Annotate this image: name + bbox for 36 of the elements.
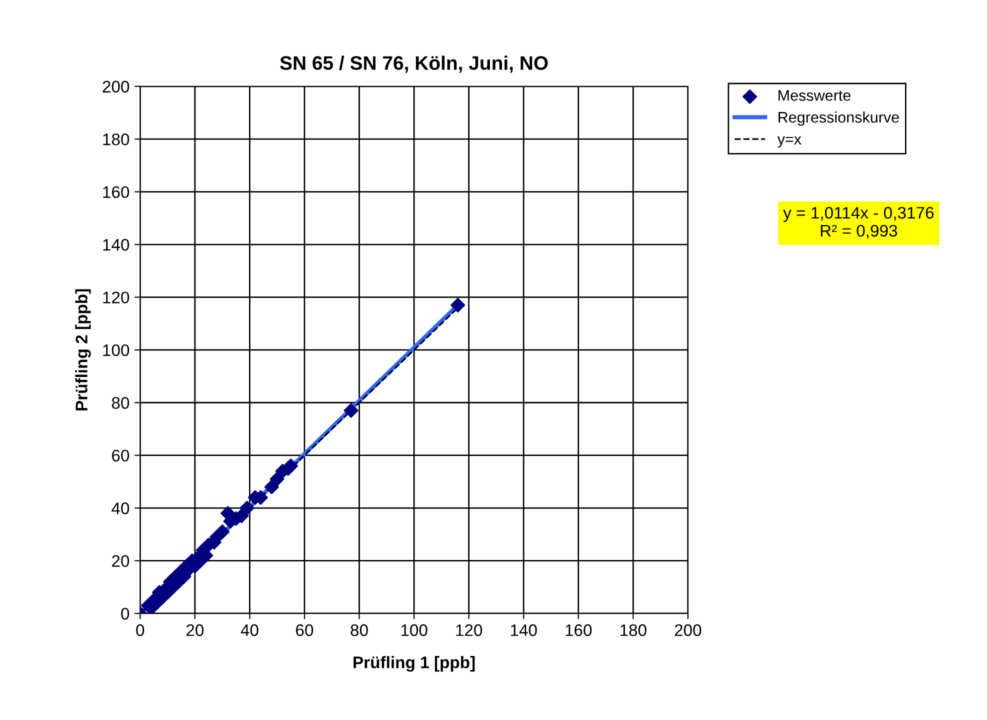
x-tick-label: 160: [566, 624, 592, 636]
y-tick-label: 100: [103, 344, 130, 356]
point: [264, 480, 279, 494]
point: [215, 524, 230, 540]
y-tick-label: 120: [103, 292, 130, 304]
y-tick-label: 60: [112, 450, 130, 462]
y-tick-label: 40: [112, 502, 130, 514]
point: [450, 298, 466, 312]
legend-label: y=x: [777, 136, 802, 148]
x-tick-label: 140: [510, 624, 537, 636]
point: [344, 403, 358, 418]
y-axis-title: Prüfling 2 [ppb]: [75, 289, 91, 410]
y-tick-label: 0: [121, 608, 130, 620]
point: [240, 500, 254, 516]
x-tick-label: 80: [350, 624, 368, 636]
legend-label: Regressionskurve: [778, 111, 899, 126]
x-tick-label: 180: [620, 624, 646, 636]
x-tick-label: 40: [240, 624, 258, 636]
x-axis-title: Prüfling 1 [ppb]: [354, 656, 475, 672]
y-tick-label: 160: [103, 186, 130, 198]
point: [270, 472, 284, 486]
y-tick-label: 20: [112, 555, 130, 567]
y-tick-label: 200: [102, 80, 130, 93]
y-tick-label: 140: [103, 238, 130, 251]
x-tick-label: 120: [456, 624, 482, 636]
x-tick-label: 100: [401, 624, 428, 636]
point: [284, 458, 298, 474]
text: y = 1,0114x - 0,3176 R² = 0,993: [783, 206, 934, 239]
chart-title: SN 65 / SN 76, Köln, Juni, NO: [280, 56, 548, 73]
x-tick-label: 0: [136, 624, 144, 636]
legend-label: Messwerte: [778, 90, 851, 101]
x-tick-label: 20: [186, 624, 204, 636]
y-tick-label: 180: [103, 134, 130, 146]
x-tick-label: 200: [674, 624, 702, 636]
y-tick-label: 80: [112, 397, 130, 409]
x-tick-label: 60: [296, 624, 314, 636]
